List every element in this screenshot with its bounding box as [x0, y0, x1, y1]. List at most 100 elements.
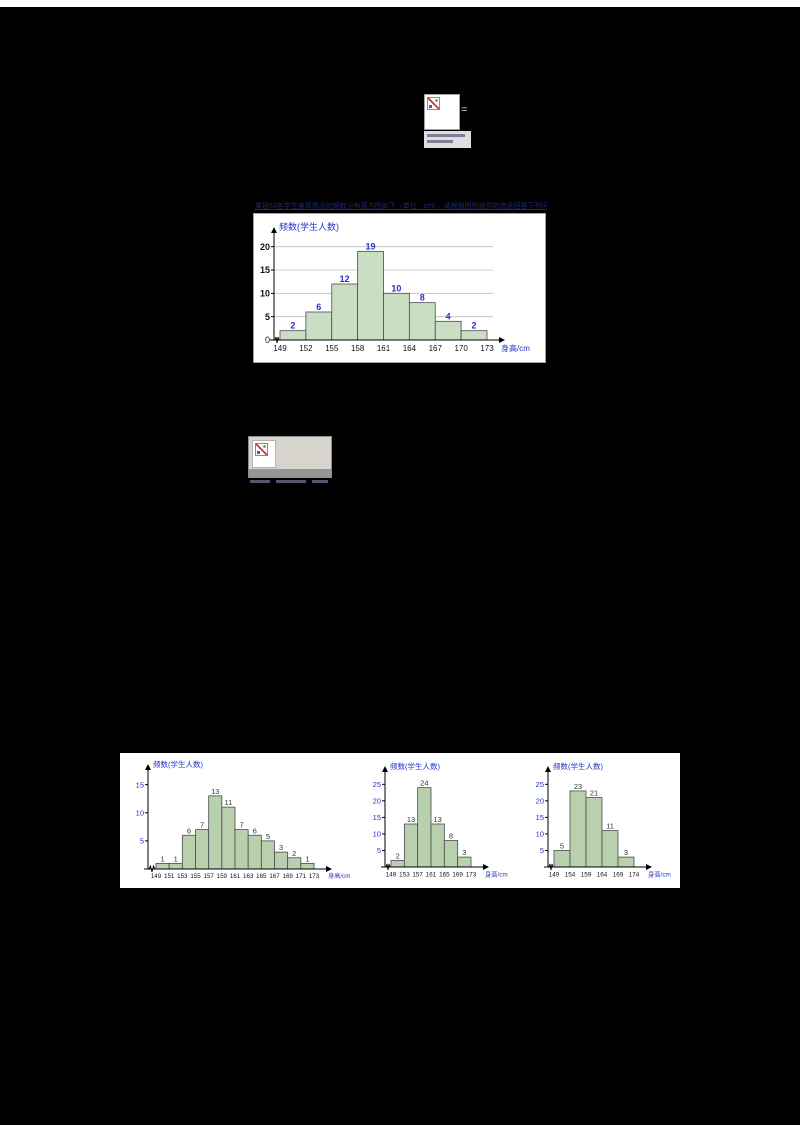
svg-text:154: 154 — [565, 871, 576, 878]
problem-text: 某班63名学生身高情况的频数分布直方图如下（单位：cm），请根据图形提供的信息回… — [255, 203, 547, 210]
svg-text:4: 4 — [446, 311, 451, 321]
svg-text:25: 25 — [536, 780, 544, 789]
svg-text:5: 5 — [265, 312, 270, 322]
svg-text:13: 13 — [433, 815, 441, 824]
svg-text:25: 25 — [373, 780, 381, 789]
svg-text:157: 157 — [204, 873, 215, 880]
svg-text:8: 8 — [449, 832, 453, 841]
svg-text:173: 173 — [480, 344, 494, 353]
svg-text:152: 152 — [299, 344, 313, 353]
svg-text:165: 165 — [256, 873, 267, 880]
svg-text:149: 149 — [549, 871, 560, 878]
svg-text:8: 8 — [420, 293, 425, 303]
svg-text:155: 155 — [325, 344, 339, 353]
svg-text:149: 149 — [386, 871, 397, 878]
image-caption-placeholder — [424, 131, 471, 148]
svg-text:20: 20 — [260, 242, 270, 252]
svg-text:173: 173 — [309, 873, 320, 880]
broken-image-placeholder — [424, 94, 460, 130]
answer-figures-panel: 1 1 6 7 13 11 7 6 5 3 2 1 5 10 15 149 151 153 155 157 159 161… — [120, 753, 680, 888]
svg-text:15: 15 — [260, 265, 270, 275]
svg-text:169: 169 — [283, 873, 294, 880]
svg-text:159: 159 — [217, 873, 228, 880]
svg-text:0: 0 — [265, 335, 270, 345]
svg-text:164: 164 — [597, 871, 608, 878]
svg-text:10: 10 — [391, 283, 401, 293]
svg-text:163: 163 — [243, 873, 254, 880]
svg-text:21: 21 — [590, 789, 598, 798]
svg-text:5: 5 — [540, 846, 544, 855]
svg-text:161: 161 — [230, 873, 241, 880]
svg-text:15: 15 — [536, 813, 544, 822]
svg-text:15: 15 — [136, 780, 144, 789]
svg-text:157: 157 — [412, 871, 423, 878]
page-margin-bottom — [0, 1125, 800, 1132]
svg-text:149: 149 — [151, 873, 162, 880]
svg-text:2: 2 — [292, 849, 296, 858]
page-margin-top — [0, 0, 800, 7]
svg-text:169: 169 — [452, 871, 463, 878]
svg-text:5: 5 — [560, 841, 564, 850]
svg-text:2: 2 — [290, 321, 295, 331]
svg-text:身高/cm: 身高/cm — [648, 869, 671, 878]
svg-text:频数(学生人数): 频数(学生人数) — [153, 759, 203, 769]
svg-text:10: 10 — [136, 808, 144, 817]
caption-text-line — [427, 134, 465, 137]
svg-text:5: 5 — [377, 846, 381, 855]
caption-text-line — [250, 480, 270, 483]
svg-text:161: 161 — [377, 344, 391, 353]
svg-text:159: 159 — [581, 871, 592, 878]
svg-text:频数(学生人数): 频数(学生人数) — [279, 221, 339, 232]
svg-text:6: 6 — [316, 302, 321, 312]
svg-text:13: 13 — [407, 815, 415, 824]
svg-text:3: 3 — [462, 848, 466, 857]
svg-text:6: 6 — [187, 826, 191, 835]
svg-text:6: 6 — [253, 826, 257, 835]
svg-text:171: 171 — [296, 873, 307, 880]
svg-text:164: 164 — [403, 344, 417, 353]
svg-text:10: 10 — [373, 830, 381, 839]
svg-text:7: 7 — [239, 821, 243, 830]
svg-text:身高/cm: 身高/cm — [485, 869, 508, 878]
svg-text:身高/cm: 身高/cm — [328, 872, 350, 880]
object-caption-placeholder — [250, 479, 340, 485]
histogram-small-1: 1 1 6 7 13 11 7 6 5 3 2 1 5 10 15 149 151 153 155 157 159 161… — [132, 755, 364, 885]
svg-text:153: 153 — [177, 873, 188, 880]
svg-text:169: 169 — [613, 871, 624, 878]
histogram-main: 2 6 12 19 10 8 4 2 5 10 15 20 149 152 155 158 161 164 167 1… — [253, 213, 546, 363]
caption-text-line — [427, 140, 453, 143]
svg-text:153: 153 — [399, 871, 410, 878]
broken-image-frame — [252, 440, 276, 468]
histogram-small-3: 5 23 21 11 3 5 10 15 20 25 149 154 159 164 169 174 频数(学生… — [528, 759, 678, 883]
histogram-small-2: 2 13 24 13 8 3 5 10 15 20 25 149 153 157 161 165 169 173 频… — [365, 759, 517, 883]
svg-text:155: 155 — [190, 873, 201, 880]
svg-text:20: 20 — [536, 796, 544, 805]
svg-text:身高/cm: 身高/cm — [501, 343, 530, 353]
broken-object-placeholder — [248, 436, 332, 478]
svg-text:5: 5 — [266, 832, 270, 841]
svg-text:15: 15 — [373, 813, 381, 822]
svg-text:1: 1 — [160, 854, 164, 863]
svg-text:170: 170 — [454, 344, 468, 353]
svg-text:频数(学生人数): 频数(学生人数) — [553, 761, 603, 771]
svg-text:149: 149 — [273, 344, 287, 353]
svg-text:158: 158 — [351, 344, 365, 353]
svg-text:10: 10 — [536, 830, 544, 839]
svg-text:3: 3 — [624, 848, 628, 857]
svg-text:165: 165 — [439, 871, 450, 878]
object-toolbar-strip — [249, 469, 331, 477]
svg-text:167: 167 — [269, 873, 280, 880]
svg-text:2: 2 — [472, 321, 477, 331]
svg-text:13: 13 — [211, 787, 219, 796]
caption-text-line — [312, 480, 328, 483]
svg-text:161: 161 — [426, 871, 437, 878]
svg-text:3: 3 — [279, 843, 283, 852]
svg-text:12: 12 — [340, 274, 350, 284]
svg-text:频数(学生人数): 频数(学生人数) — [390, 761, 440, 771]
svg-text:20: 20 — [373, 796, 381, 805]
svg-text:23: 23 — [574, 782, 582, 791]
svg-text:173: 173 — [466, 871, 477, 878]
svg-text:10: 10 — [260, 288, 270, 298]
svg-text:151: 151 — [164, 873, 175, 880]
svg-text:174: 174 — [629, 871, 640, 878]
